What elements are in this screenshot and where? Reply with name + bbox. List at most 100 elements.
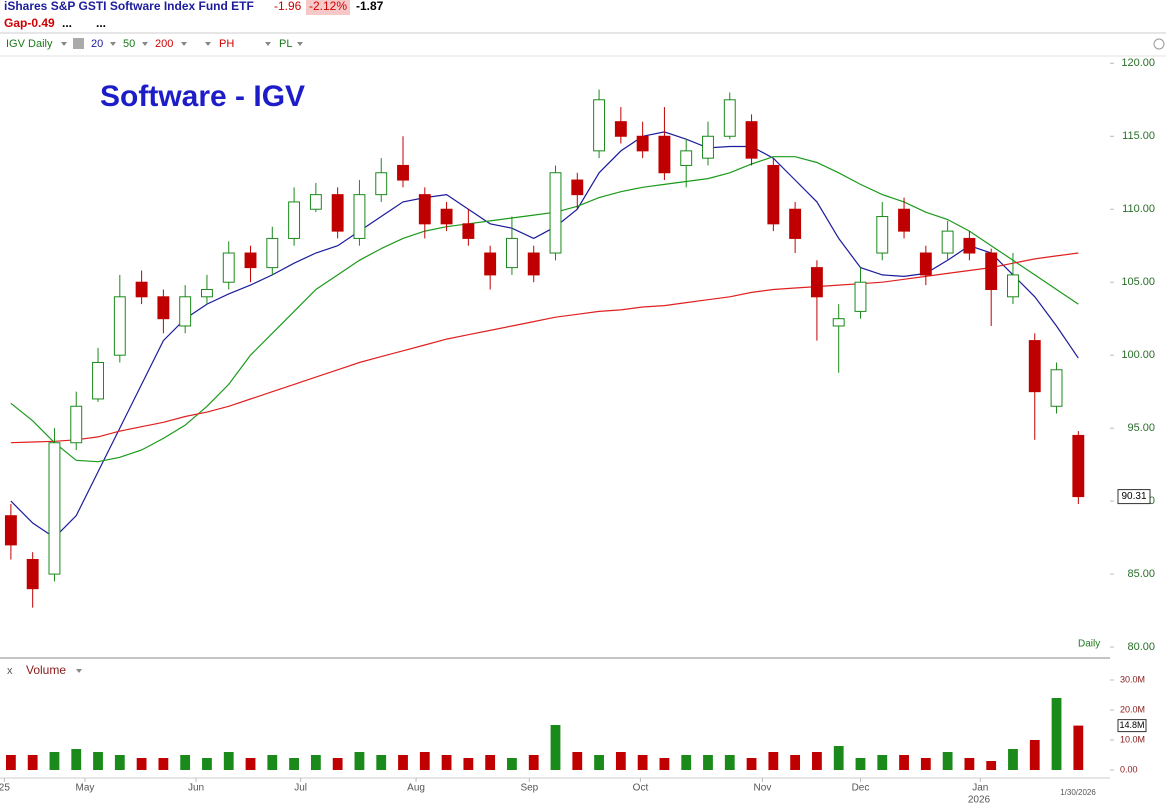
candle-body: [48, 442, 61, 575]
volume-bar: [746, 758, 757, 770]
candle-body: [331, 194, 344, 232]
volume-bar: [1008, 749, 1018, 770]
volume-bar: [855, 758, 866, 770]
volume-bar: [790, 755, 801, 770]
volume-bar: [245, 758, 256, 770]
gap: Gap-0.49: [4, 16, 55, 30]
volume-bar: [703, 755, 713, 770]
dropdown-arrow[interactable]: [265, 42, 271, 46]
volume-bar: [485, 755, 496, 770]
volume-bar: [441, 755, 452, 770]
candle-body: [680, 150, 693, 166]
close-pane[interactable]: x: [7, 665, 13, 677]
y-tick-label: 120.00: [1121, 57, 1155, 69]
volume-bar: [986, 761, 997, 770]
symbol-select[interactable]: IGV Daily: [6, 38, 53, 50]
dropdown-arrow[interactable]: [297, 42, 303, 46]
candle-body: [462, 223, 475, 239]
change-bg: [306, 0, 350, 15]
x-tick-label: 25: [0, 783, 10, 794]
volume-bar: [659, 758, 670, 770]
dropdown-arrow[interactable]: [76, 669, 82, 673]
y-tick-label: 95.00: [1127, 422, 1155, 434]
candle-body: [4, 515, 17, 546]
candle-body: [702, 135, 714, 159]
candle-body: [549, 172, 562, 254]
x-tick-label: Oct: [633, 783, 649, 794]
candle-body: [527, 252, 540, 276]
candle-body: [614, 121, 627, 137]
candle-body: [593, 99, 606, 152]
volume-bar: [71, 749, 82, 770]
candle-body: [201, 289, 213, 298]
last-volume: 14.8M: [1119, 720, 1144, 730]
volume-bar: [724, 755, 735, 770]
candle-body: [810, 267, 823, 298]
y-tick-label: 105.00: [1121, 276, 1155, 288]
candle-body: [113, 296, 126, 356]
candle-body: [375, 172, 388, 196]
change-pct: -2.12%: [309, 0, 347, 13]
change: -1.96: [274, 0, 302, 13]
candle-body: [309, 194, 322, 210]
volume-bar: [49, 752, 60, 770]
period-label: Daily: [1078, 639, 1100, 650]
candle-body: [157, 296, 170, 320]
ma-20[interactable]: 20: [91, 38, 103, 50]
candle-body: [745, 121, 758, 159]
volume-bar: [812, 752, 822, 770]
chart-annotation: Software - IGV: [100, 80, 305, 113]
candle-body: [288, 201, 301, 239]
candle-body: [418, 194, 431, 225]
volume-bar: [376, 755, 387, 770]
y-tick-label: 80.00: [1127, 641, 1155, 653]
candle-body: [70, 405, 83, 444]
candle-body: [505, 237, 518, 269]
candle-body: [658, 135, 671, 174]
x-tick-label: Aug: [407, 783, 425, 794]
candle-body: [222, 252, 235, 283]
last-price-box: [1117, 489, 1151, 505]
candle-body: [941, 230, 954, 254]
volume-bar: [114, 755, 125, 770]
dropdown-arrow[interactable]: [61, 42, 67, 46]
fund-name: iShares S&P GSTI Software Index Fund ETF: [4, 0, 254, 13]
candle-body: [571, 179, 584, 196]
pl[interactable]: PL: [279, 38, 292, 50]
x-tick-label: Sep: [520, 783, 538, 794]
dropdown-arrow[interactable]: [205, 42, 211, 46]
dropdown-arrow[interactable]: [142, 42, 148, 46]
y-tick-label: 0.00: [1120, 764, 1138, 774]
volume-bar: [93, 752, 103, 770]
volume-bar: [332, 758, 343, 770]
volume-bar: [899, 755, 909, 770]
candle-body: [266, 237, 279, 269]
last-volume-box: [1117, 719, 1147, 733]
candle-body: [1050, 369, 1063, 407]
candle-body: [723, 99, 736, 137]
candle-body: [1028, 340, 1041, 393]
x-tick-label: Jul: [294, 783, 307, 794]
volume-bar: [289, 758, 299, 770]
ph[interactable]: PH: [219, 38, 234, 50]
y-tick-label: 110.00: [1122, 203, 1155, 215]
dropdown-arrow[interactable]: [110, 42, 116, 46]
y-tick-label: 100.00: [1121, 349, 1155, 361]
ma-50[interactable]: 50: [123, 38, 135, 50]
settings-icon[interactable]: [1153, 38, 1165, 50]
volume-bar: [1029, 740, 1040, 770]
y-tick-label: 10.0M: [1120, 734, 1145, 744]
dropdown-arrow[interactable]: [181, 42, 187, 46]
moving-average: [10, 156, 1079, 463]
last-change: -1.87: [356, 0, 384, 13]
candle-body: [440, 208, 453, 225]
candle-body: [244, 252, 257, 269]
date-label: 1/30/2026: [1060, 788, 1096, 797]
volume-bar: [1073, 725, 1084, 770]
candle-body: [26, 558, 39, 590]
ma-200[interactable]: 200: [155, 38, 173, 50]
grid-icon[interactable]: [73, 38, 84, 49]
